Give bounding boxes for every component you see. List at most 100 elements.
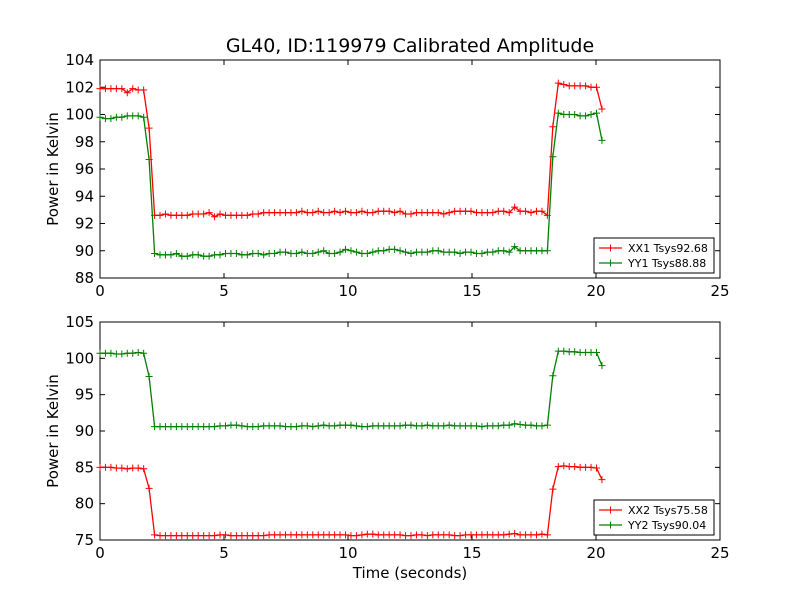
- data-point-marker: [380, 247, 388, 255]
- data-point-marker: [194, 251, 202, 259]
- y-tick-label: 98: [75, 133, 94, 151]
- data-point-marker: [532, 531, 540, 539]
- data-point-marker: [451, 248, 459, 256]
- data-point-marker: [538, 422, 546, 430]
- data-point-marker: [363, 249, 371, 257]
- data-point-marker: [478, 423, 486, 431]
- data-point-marker: [358, 531, 366, 539]
- data-point-marker: [123, 89, 131, 97]
- data-point-marker: [134, 112, 142, 120]
- data-point-marker: [407, 249, 415, 257]
- data-point-marker: [560, 81, 568, 89]
- data-point-marker: [314, 422, 322, 430]
- legend-box: [593, 237, 715, 274]
- x-tick-label: 25: [710, 544, 729, 562]
- data-point-marker: [549, 485, 557, 493]
- data-point-marker: [500, 247, 508, 255]
- data-point-marker: [500, 531, 508, 539]
- data-point-marker: [543, 247, 551, 255]
- data-point-marker: [151, 531, 159, 539]
- data-point-marker: [554, 79, 562, 87]
- data-point-marker: [549, 123, 557, 131]
- data-point-marker: [118, 464, 126, 472]
- data-point-marker: [200, 210, 208, 218]
- data-point-marker: [527, 209, 535, 217]
- data-point-marker: [369, 248, 377, 256]
- data-point-marker: [385, 207, 393, 215]
- data-point-marker: [582, 82, 590, 90]
- y-tick-label: 85: [75, 458, 94, 476]
- y-tick-label: 88: [75, 269, 94, 287]
- data-point-marker: [592, 109, 600, 117]
- data-point-marker: [538, 530, 546, 538]
- data-point-marker: [582, 112, 590, 120]
- data-point-marker: [560, 347, 568, 355]
- data-point-marker: [211, 423, 219, 431]
- data-point-marker: [445, 531, 453, 539]
- y-axis-label: Power in Kelvin: [44, 374, 62, 488]
- data-point-marker: [467, 207, 475, 215]
- data-point-marker: [407, 421, 415, 429]
- y-tick-label: 100: [65, 349, 94, 367]
- data-point-marker: [363, 423, 371, 431]
- data-point-marker: [418, 531, 426, 539]
- data-point-marker: [292, 423, 300, 431]
- data-point-marker: [549, 372, 557, 380]
- data-point-marker: [260, 532, 268, 540]
- data-point-marker: [151, 249, 159, 257]
- data-point-marker: [129, 85, 137, 93]
- data-point-marker: [303, 422, 311, 430]
- data-point-marker: [167, 251, 175, 259]
- data-point-marker: [554, 109, 562, 117]
- data-point-marker: [500, 207, 508, 215]
- data-point-marker: [478, 249, 486, 257]
- data-point-marker: [396, 422, 404, 430]
- legend-label: XX1 Tsys92.68: [628, 242, 708, 255]
- data-point-marker: [216, 251, 224, 259]
- x-axis-label: Time (seconds): [352, 564, 468, 582]
- data-point-marker: [592, 83, 600, 91]
- data-point-marker: [331, 249, 339, 257]
- data-point-marker: [331, 207, 339, 215]
- y-tick-label: 96: [75, 160, 94, 178]
- data-point-marker: [140, 113, 148, 121]
- data-point-marker: [505, 530, 513, 538]
- data-point-marker: [282, 248, 290, 256]
- data-point-marker: [140, 86, 148, 94]
- data-point-marker: [118, 350, 126, 358]
- data-point-marker: [271, 249, 279, 257]
- data-point-marker: [292, 209, 300, 217]
- y-tick-label: 95: [75, 386, 94, 404]
- data-point-marker: [96, 113, 104, 121]
- data-point-marker: [145, 155, 153, 163]
- data-point-marker: [347, 421, 355, 429]
- data-point-marker: [396, 247, 404, 255]
- data-point-marker: [107, 349, 115, 357]
- y-tick-label: 94: [75, 187, 94, 205]
- data-point-marker: [118, 113, 126, 121]
- data-point-marker: [156, 211, 164, 219]
- data-point-marker: [161, 210, 169, 218]
- data-point-marker: [505, 248, 513, 256]
- data-point-marker: [123, 465, 131, 473]
- x-tick-label: 0: [95, 282, 105, 300]
- legend-marker: [607, 244, 614, 252]
- data-point-marker: [232, 421, 240, 429]
- x-tick-label: 15: [462, 544, 481, 562]
- data-point-marker: [325, 209, 333, 217]
- data-point-marker: [342, 207, 350, 215]
- x-tick-label: 15: [462, 282, 481, 300]
- data-point-marker: [320, 421, 328, 429]
- y-tick-label: 80: [75, 495, 94, 513]
- data-point-marker: [369, 530, 377, 538]
- data-point-marker: [292, 249, 300, 257]
- data-point-marker: [134, 349, 142, 357]
- data-point-marker: [571, 463, 579, 471]
- data-point-marker: [342, 531, 350, 539]
- data-point-marker: [243, 251, 251, 259]
- data-point-marker: [118, 85, 126, 93]
- data-point-marker: [516, 420, 524, 428]
- data-point-marker: [587, 111, 595, 118]
- data-point-marker: [254, 210, 262, 218]
- data-point-marker: [216, 210, 224, 218]
